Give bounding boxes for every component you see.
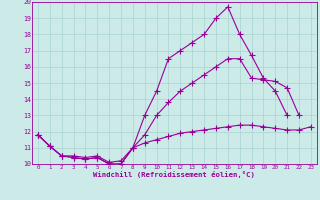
X-axis label: Windchill (Refroidissement éolien,°C): Windchill (Refroidissement éolien,°C) xyxy=(93,171,255,178)
